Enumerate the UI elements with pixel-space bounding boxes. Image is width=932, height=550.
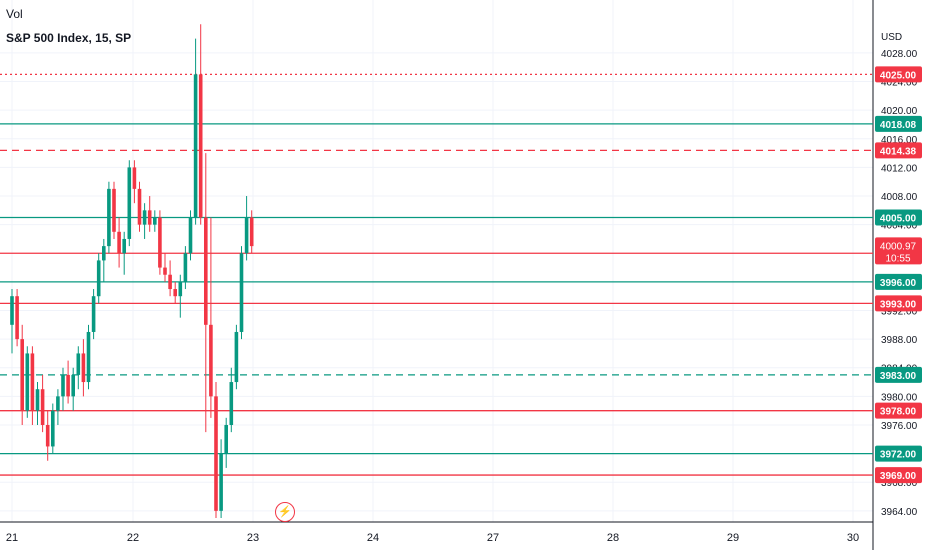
candle-body — [158, 217, 162, 268]
price-badge-label: 4018.08 — [880, 120, 917, 131]
candle-body — [178, 281, 183, 297]
candle-body — [209, 324, 213, 397]
candle-body — [76, 353, 81, 375]
candle-body — [91, 296, 96, 332]
time-tick-label: 28 — [607, 532, 619, 544]
candle-body — [193, 74, 198, 218]
candle-body — [45, 424, 50, 447]
candle-body — [147, 210, 152, 225]
time-tick-label: 22 — [127, 532, 139, 544]
price-badge — [875, 209, 922, 226]
price-badge — [875, 273, 922, 290]
candle-body — [132, 167, 137, 189]
candle-body — [229, 382, 234, 425]
price-tick-label: 4016.00 — [881, 135, 918, 146]
price-badge — [875, 115, 922, 132]
candle-body — [66, 374, 70, 397]
time-tick-label: 29 — [727, 532, 739, 544]
price-badge-label: 3996.00 — [880, 278, 917, 289]
price-tick-label: 3964.00 — [881, 507, 918, 518]
time-tick-label: 24 — [367, 532, 379, 544]
candle-body — [183, 253, 188, 282]
candle-body — [244, 217, 249, 254]
candle-body — [10, 296, 14, 325]
price-tick-label: 3976.00 — [881, 421, 918, 432]
candle-body — [112, 188, 116, 232]
price-badge-label: 3983.00 — [880, 371, 917, 382]
candle-body — [107, 188, 111, 247]
price-badge-label: 4014.38 — [880, 146, 917, 157]
candle-body — [81, 353, 86, 383]
price-badge — [875, 295, 922, 312]
price-badge — [875, 402, 922, 419]
price-badge — [875, 467, 922, 484]
price-badge — [875, 366, 922, 383]
price-badge — [875, 66, 922, 83]
price-tick-label: 4004.00 — [881, 221, 918, 232]
price-tick-label: 4008.00 — [881, 192, 918, 203]
last-price-value: 4000.97 — [880, 241, 917, 252]
candle-body — [117, 231, 121, 254]
candle-body — [234, 331, 239, 383]
candle-body — [137, 188, 142, 225]
price-badge-label: 3972.00 — [880, 450, 917, 461]
candle-body — [188, 217, 193, 254]
candle-body — [102, 246, 106, 261]
bar-countdown: 10:55 — [885, 253, 910, 264]
price-tick-label: 3992.00 — [881, 307, 918, 318]
candle-body — [163, 267, 167, 275]
candle-body — [142, 210, 147, 225]
candle-body — [122, 238, 126, 254]
price-badge-label: 4005.00 — [880, 213, 917, 224]
price-tick-label: 3980.00 — [881, 392, 918, 403]
price-tick-label: 4020.00 — [881, 106, 918, 117]
candle-body — [61, 374, 65, 397]
candle-body — [40, 389, 45, 425]
candle-body — [96, 260, 101, 297]
price-badge — [875, 445, 922, 462]
price-badge-label: 4025.00 — [880, 70, 917, 81]
time-tick-label: 23 — [247, 532, 259, 544]
candle-body — [20, 339, 24, 411]
time-tick-label: 27 — [487, 532, 499, 544]
candle-body — [35, 389, 40, 411]
price-tick-label: 3988.00 — [881, 335, 918, 346]
candle-body — [15, 296, 19, 340]
price-badge-label: 3993.00 — [880, 299, 917, 310]
price-badge-label: 3978.00 — [880, 407, 917, 418]
currency-label: USD — [881, 32, 902, 43]
time-tick-label: 21 — [6, 532, 18, 544]
candle-body — [56, 396, 60, 411]
price-tick-label: 4024.00 — [881, 78, 918, 89]
candle-body — [204, 217, 208, 325]
price-tick-label: 3968.00 — [881, 478, 918, 489]
time-tick-label: 30 — [847, 532, 859, 544]
candle-body — [153, 217, 157, 225]
candle-body — [224, 424, 228, 454]
candle-body — [25, 353, 30, 411]
volume-legend: Vol — [6, 7, 23, 21]
candle-body — [249, 217, 254, 247]
candle-body — [198, 74, 203, 218]
last-price-badge — [875, 237, 922, 265]
candle-body — [214, 396, 218, 511]
candle-body — [219, 453, 223, 511]
candle-body — [51, 410, 55, 447]
price-tick-label: 4028.00 — [881, 49, 918, 60]
candle-body — [173, 289, 177, 297]
price-tick-label: 4012.00 — [881, 163, 918, 174]
candle-body — [168, 274, 172, 290]
price-badge-label: 3969.00 — [880, 471, 917, 482]
candle-body — [86, 331, 91, 383]
symbol-legend[interactable]: S&P 500 Index, 15, SP — [6, 31, 132, 45]
candle-body — [127, 167, 132, 239]
candle-body — [239, 253, 244, 332]
candle-body — [71, 374, 75, 397]
candle-body — [30, 353, 35, 411]
price-badge — [875, 142, 922, 159]
lightning-icon[interactable]: ⚡ — [275, 502, 295, 522]
